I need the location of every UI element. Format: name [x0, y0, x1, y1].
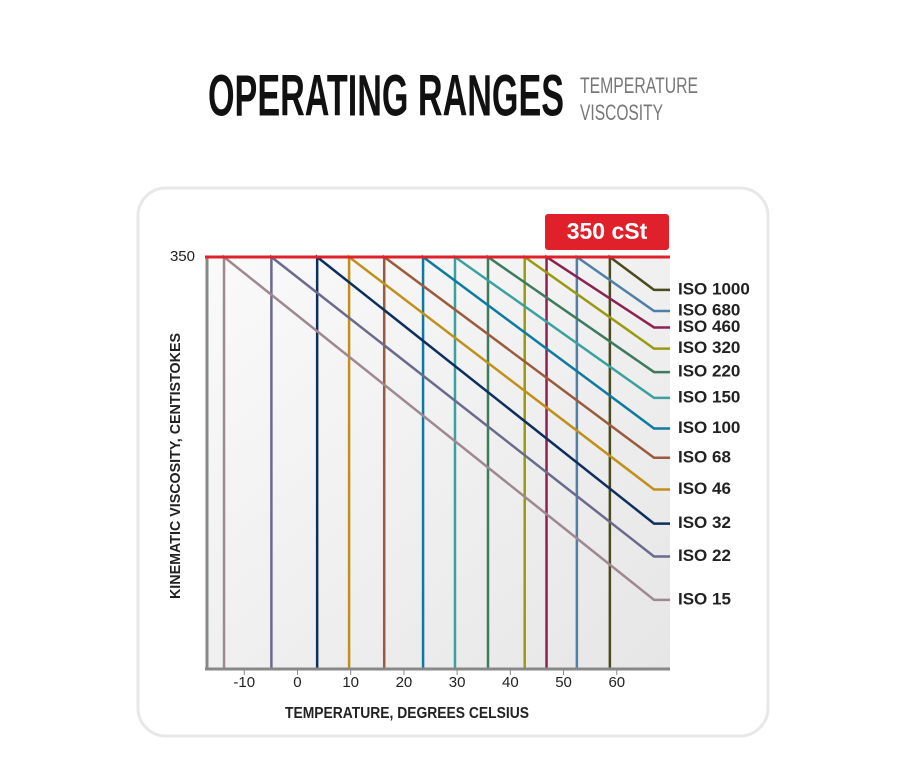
legend-label: ISO 1000	[678, 279, 750, 298]
series-line	[453, 254, 670, 668]
x-tick-label: 20	[396, 674, 413, 691]
legend-label: ISO 680	[678, 301, 740, 320]
annotation: 350 cSt	[567, 218, 648, 244]
legend-label: ISO 22	[678, 546, 731, 565]
y-axis-label: KINEMATIC VISCOSITY, CENTISTOKES	[167, 333, 184, 599]
annotation-box	[545, 214, 669, 250]
subtitle: VISCOSITY	[580, 100, 663, 125]
legend-label: ISO 68	[678, 447, 731, 466]
series-line	[421, 254, 670, 668]
x-tick-label: 60	[608, 674, 625, 691]
x-tick-label: 50	[555, 674, 572, 691]
x-tick-label: 30	[449, 674, 466, 691]
legend-label: ISO 32	[678, 513, 731, 532]
x-tick-label: 0	[293, 674, 301, 691]
legend-label: ISO 15	[678, 589, 731, 608]
series-line	[382, 254, 670, 668]
series-line	[315, 254, 670, 668]
series-line	[608, 254, 670, 668]
series-line	[545, 254, 670, 668]
legend-label: ISO 46	[678, 479, 731, 498]
x-tick-label: 10	[342, 674, 359, 691]
y-tick-label: 350	[170, 248, 195, 265]
chart-title: OPERATING RANGES	[208, 63, 564, 128]
series-line	[270, 254, 670, 668]
x-tick-label: 40	[502, 674, 519, 691]
legend-label: ISO 320	[678, 338, 740, 357]
legend-label: ISO 220	[678, 362, 740, 381]
series-line	[347, 254, 670, 668]
legend-label: ISO 460	[678, 317, 740, 336]
x-tick-label: -10	[233, 674, 255, 691]
x-axis-label: TEMPERATURE, DEGREES CELSIUS	[285, 705, 529, 722]
series-line	[486, 254, 670, 668]
series-line	[222, 254, 670, 668]
series-line	[523, 254, 670, 668]
legend-label: ISO 150	[678, 387, 740, 406]
subtitle: TEMPERATURE	[580, 73, 698, 98]
plot-area	[207, 257, 670, 668]
legend-label: ISO 100	[678, 418, 740, 437]
